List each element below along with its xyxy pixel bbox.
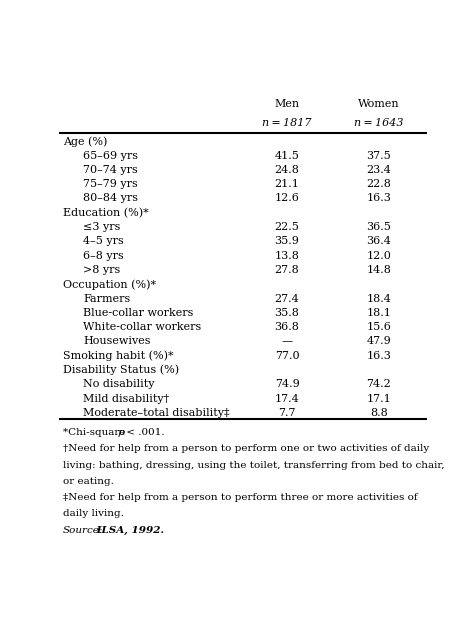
Text: Smoking habit (%)*: Smoking habit (%)* — [63, 351, 173, 361]
Text: 36.5: 36.5 — [366, 222, 391, 232]
Text: daily living.: daily living. — [63, 509, 124, 518]
Text: >8 yrs: >8 yrs — [83, 265, 120, 275]
Text: ILSA, 1992.: ILSA, 1992. — [93, 525, 164, 535]
Text: Source:: Source: — [63, 525, 103, 535]
Text: 7.7: 7.7 — [278, 408, 296, 418]
Text: 12.0: 12.0 — [366, 251, 391, 260]
Text: 17.1: 17.1 — [366, 394, 391, 404]
Text: 74.9: 74.9 — [274, 380, 300, 389]
Text: Farmers: Farmers — [83, 294, 130, 303]
Text: n = 1643: n = 1643 — [354, 118, 403, 128]
Text: Blue-collar workers: Blue-collar workers — [83, 308, 193, 318]
Text: 8.8: 8.8 — [370, 408, 388, 418]
Text: 47.9: 47.9 — [366, 337, 391, 346]
Text: White-collar workers: White-collar workers — [83, 322, 201, 332]
Text: n = 1817: n = 1817 — [262, 118, 312, 128]
Text: p: p — [117, 428, 124, 437]
Text: 36.4: 36.4 — [366, 236, 391, 246]
Text: 24.8: 24.8 — [274, 165, 300, 175]
Text: 27.8: 27.8 — [274, 265, 300, 275]
Text: 65–69 yrs: 65–69 yrs — [83, 150, 138, 161]
Text: 35.8: 35.8 — [274, 308, 300, 318]
Text: 23.4: 23.4 — [366, 165, 391, 175]
Text: 41.5: 41.5 — [274, 150, 300, 161]
Text: living: bathing, dressing, using the toilet, transferring from bed to chair,: living: bathing, dressing, using the toi… — [63, 461, 445, 470]
Text: 16.3: 16.3 — [366, 351, 391, 361]
Text: Men: Men — [274, 99, 300, 109]
Text: *Chi-square: *Chi-square — [63, 428, 128, 437]
Text: 35.9: 35.9 — [274, 236, 300, 246]
Text: No disability: No disability — [83, 380, 155, 389]
Text: 77.0: 77.0 — [275, 351, 299, 361]
Text: 75–79 yrs: 75–79 yrs — [83, 179, 138, 189]
Text: †Need for help from a person to perform one or two activities of daily: †Need for help from a person to perform … — [63, 444, 429, 453]
Text: 22.8: 22.8 — [366, 179, 391, 189]
Text: Moderate–total disability‡: Moderate–total disability‡ — [83, 408, 230, 418]
Text: Housewives: Housewives — [83, 337, 151, 346]
Text: 80–84 yrs: 80–84 yrs — [83, 193, 138, 204]
Text: ‡Need for help from a person to perform three or more activities of: ‡Need for help from a person to perform … — [63, 493, 418, 502]
Text: —: — — [282, 337, 292, 346]
Text: 4–5 yrs: 4–5 yrs — [83, 236, 124, 246]
Text: Education (%)*: Education (%)* — [63, 207, 149, 218]
Text: 74.2: 74.2 — [366, 380, 391, 389]
Text: 15.6: 15.6 — [366, 322, 391, 332]
Text: Women: Women — [358, 99, 400, 109]
Text: < .001.: < .001. — [123, 428, 165, 437]
Text: Age (%): Age (%) — [63, 136, 107, 147]
Text: 16.3: 16.3 — [366, 193, 391, 204]
Text: 17.4: 17.4 — [274, 394, 300, 404]
Text: Disability Status (%): Disability Status (%) — [63, 365, 179, 375]
Text: 14.8: 14.8 — [366, 265, 391, 275]
Text: 21.1: 21.1 — [274, 179, 300, 189]
Text: Occupation (%)*: Occupation (%)* — [63, 279, 156, 289]
Text: 36.8: 36.8 — [274, 322, 300, 332]
Text: 37.5: 37.5 — [366, 150, 391, 161]
Text: ≤3 yrs: ≤3 yrs — [83, 222, 120, 232]
Text: 13.8: 13.8 — [274, 251, 300, 260]
Text: 18.1: 18.1 — [366, 308, 391, 318]
Text: or eating.: or eating. — [63, 477, 114, 486]
Text: 18.4: 18.4 — [366, 294, 391, 303]
Text: 70–74 yrs: 70–74 yrs — [83, 165, 138, 175]
Text: 6–8 yrs: 6–8 yrs — [83, 251, 124, 260]
Text: Mild disability†: Mild disability† — [83, 394, 169, 404]
Text: 12.6: 12.6 — [274, 193, 300, 204]
Text: 27.4: 27.4 — [274, 294, 300, 303]
Text: 22.5: 22.5 — [274, 222, 300, 232]
